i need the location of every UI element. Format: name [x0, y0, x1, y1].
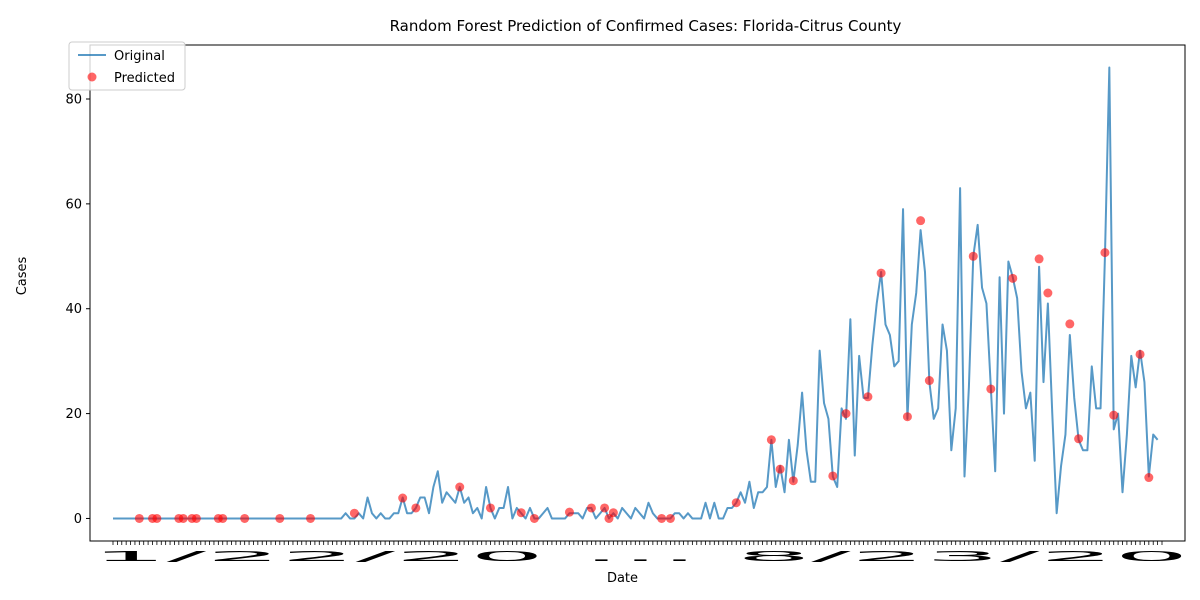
y-axis: 0 20 40 60 80	[65, 93, 90, 527]
predicted-point	[916, 216, 926, 226]
y-tick-label: 40	[65, 302, 82, 317]
predicted-point	[1135, 349, 1145, 359]
predicted-point	[1074, 434, 1084, 444]
y-tick-label: 60	[65, 197, 82, 212]
y-tick-label: 80	[65, 93, 82, 108]
predicted-point	[564, 507, 574, 517]
predicted-point	[731, 498, 741, 508]
series-original-line	[113, 66, 1159, 520]
predicted-point	[306, 513, 316, 523]
predicted-point	[1100, 248, 1110, 258]
predicted-point	[275, 513, 285, 523]
predicted-point	[485, 503, 495, 513]
predicted-point	[863, 392, 873, 402]
legend: Original Predicted	[68, 41, 186, 91]
predicted-point	[924, 376, 934, 386]
x-tick-labels: 1/22/20 … 8/23/20	[92, 550, 1189, 565]
x-axis: 1/22/20 … 8/23/20	[92, 541, 1189, 565]
predicted-point	[516, 508, 526, 518]
predicted-point	[398, 493, 408, 503]
predicted-point	[766, 435, 776, 445]
x-axis-label: Date	[607, 571, 638, 586]
predicted-point	[657, 513, 667, 523]
predicted-point	[968, 251, 978, 261]
y-axis-label: Cases	[15, 256, 30, 295]
predicted-point	[1034, 254, 1044, 264]
chart-title: Random Forest Prediction of Confirmed Ca…	[390, 17, 902, 35]
predicted-point	[134, 513, 144, 523]
predicted-point	[529, 513, 539, 523]
predicted-point	[349, 508, 359, 518]
predicted-point	[191, 513, 201, 523]
legend-original-label: Original	[114, 49, 165, 64]
predicted-point	[178, 513, 188, 523]
predicted-point	[1008, 273, 1018, 283]
axes-frame	[89, 44, 1186, 542]
y-tick-label: 20	[65, 407, 82, 422]
predicted-point	[841, 409, 851, 419]
predicted-point	[455, 482, 465, 492]
predicted-point	[1109, 410, 1119, 420]
predicted-point	[411, 503, 421, 513]
predicted-point	[775, 464, 785, 474]
predicted-point	[1065, 319, 1075, 329]
predicted-point	[665, 513, 675, 523]
predicted-point	[1043, 288, 1053, 298]
legend-predicted-swatch	[87, 72, 97, 82]
predicted-point	[608, 508, 618, 518]
predicted-point	[600, 503, 610, 513]
predicted-point	[218, 513, 228, 523]
predicted-point	[586, 503, 596, 513]
predicted-point	[876, 268, 886, 278]
predicted-point	[1144, 473, 1154, 483]
predicted-point	[828, 471, 838, 481]
predicted-point	[902, 412, 912, 422]
predicted-point	[986, 384, 996, 394]
predicted-point	[788, 476, 798, 486]
predicted-point	[152, 513, 162, 523]
predicted-point	[240, 513, 250, 523]
legend-predicted-label: Predicted	[114, 71, 175, 86]
plot-area	[113, 66, 1159, 523]
y-tick-label: 0	[74, 512, 82, 527]
